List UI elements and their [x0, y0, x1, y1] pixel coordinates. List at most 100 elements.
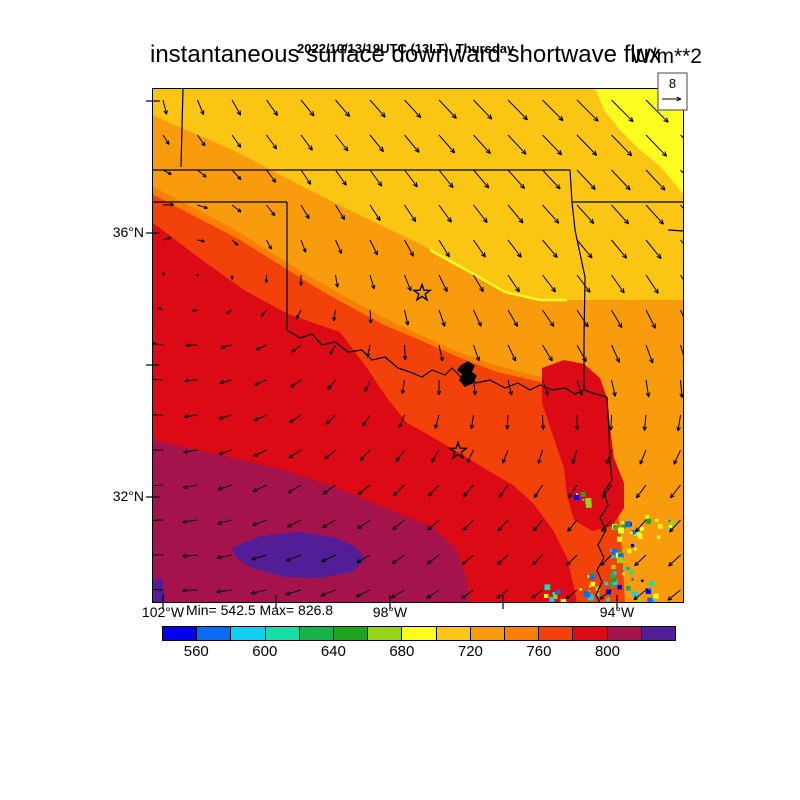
wind-arrow: [391, 554, 405, 565]
lon-label: 94°W: [599, 604, 635, 620]
wind-arrow: [285, 589, 302, 596]
wind-arrow: [542, 134, 563, 156]
wind-arrow: [182, 588, 198, 593]
wind-arrow: [216, 554, 233, 560]
wind-arrow: [226, 309, 233, 314]
wind-arrow: [673, 449, 681, 465]
cloud-speck: [669, 520, 676, 527]
wind-arrow: [404, 309, 410, 326]
wind-arrow: [645, 134, 668, 157]
wind-arrow: [300, 169, 312, 185]
cloud-speck: [552, 592, 556, 595]
cloud-speck: [654, 518, 658, 522]
wind-arrow: [402, 344, 408, 361]
wind-arrow: [507, 274, 520, 293]
cloud-speck: [546, 594, 550, 597]
red-river: [286, 329, 608, 398]
cloud-speck: [625, 521, 631, 528]
wind-arrow: [473, 344, 480, 362]
cloud-speck: [641, 579, 644, 583]
wind-ref-value: 8: [669, 76, 676, 91]
cloud-speck: [631, 578, 634, 581]
wind-arrow: [466, 449, 474, 464]
wind-arrow: [473, 309, 482, 327]
wind-arrow: [404, 99, 422, 119]
cloud-speck: [612, 577, 617, 582]
cloud-speck: [618, 527, 624, 534]
cloud-speck: [589, 573, 595, 580]
wind-arrow: [254, 379, 267, 386]
wind-arrow: [182, 553, 198, 559]
datetime-line: 2022/10/13/19UTC (13LT), Thursday: [297, 41, 515, 56]
cloud-speck: [633, 547, 637, 551]
wind-arrow: [335, 134, 349, 152]
wind-arrow: [285, 554, 302, 562]
wind-arrow: [639, 449, 647, 465]
wind-arrow: [576, 134, 598, 156]
wind-arrow: [571, 449, 578, 465]
wind-arrow: [565, 589, 578, 600]
wind-arrow: [264, 274, 269, 284]
wind-arrow: [542, 99, 564, 122]
cloud-speck: [629, 569, 634, 575]
wind-arrow: [473, 274, 484, 293]
wind-arrow: [461, 589, 474, 599]
wind-arrow: [335, 239, 343, 254]
colorbar-segment: [298, 626, 335, 641]
colorbar-tick-label: 600: [252, 643, 278, 660]
wind-arrow: [507, 99, 528, 121]
wind-arrow: [390, 589, 405, 599]
colorbar-segment: [640, 626, 677, 641]
yellow-patch-ne: [595, 88, 684, 195]
wind-arrow: [542, 309, 555, 328]
cloud-speck: [649, 581, 655, 587]
wind-arrow: [231, 169, 242, 181]
wind-arrow: [438, 204, 452, 223]
wind-arrow: [507, 204, 524, 224]
station-star-marker: [447, 440, 469, 460]
cloud-speck: [620, 523, 626, 529]
cloud-speck: [612, 548, 618, 554]
wind-arrow: [533, 484, 543, 499]
wind-arrow: [369, 99, 386, 118]
wind-arrow: [507, 379, 513, 396]
wind-arrow: [392, 519, 405, 531]
wind-arrow: [217, 484, 233, 491]
cloud-speck: [634, 532, 638, 536]
cloud-speck: [637, 532, 642, 537]
wind-ref-frame: [657, 72, 688, 111]
wind-arrow: [507, 239, 522, 258]
wind-arrow: [266, 239, 272, 250]
wind-arrow: [505, 414, 510, 430]
wind-arrow: [540, 414, 546, 430]
wind-arrow: [289, 379, 302, 388]
lon-label: 98°W: [372, 604, 408, 620]
wind-arrow: [611, 344, 620, 363]
cloud-speck: [583, 591, 590, 598]
cloud-speck: [591, 572, 595, 576]
colorbar: [162, 626, 677, 641]
tx-ar-border: [606, 396, 613, 481]
wind-arrow: [220, 344, 233, 349]
station-markers-layer: [411, 282, 469, 460]
cloud-speck: [656, 535, 661, 540]
wind-arrow: [576, 239, 593, 259]
colorbar-segment: [333, 626, 369, 641]
colorbar-tick-label: 680: [389, 643, 415, 660]
weather-map: 8: [146, 72, 688, 609]
wind-arrow: [532, 519, 543, 532]
wind-arrow: [542, 274, 557, 293]
wind-arrow: [329, 344, 336, 356]
wind-arrow: [219, 379, 233, 385]
wind-arrow: [567, 519, 578, 532]
wind-arrow: [197, 239, 205, 243]
colorbar-segment: [162, 626, 198, 641]
wind-arrow: [185, 343, 198, 348]
cloud-speck: [612, 579, 618, 585]
wind-arrow: [645, 379, 651, 398]
cloud-speck: [626, 566, 630, 570]
region-maroon: [152, 440, 470, 603]
cloud-speck: [590, 581, 596, 587]
units-label: W/m**2: [630, 45, 702, 68]
cloud-speck: [610, 573, 616, 579]
